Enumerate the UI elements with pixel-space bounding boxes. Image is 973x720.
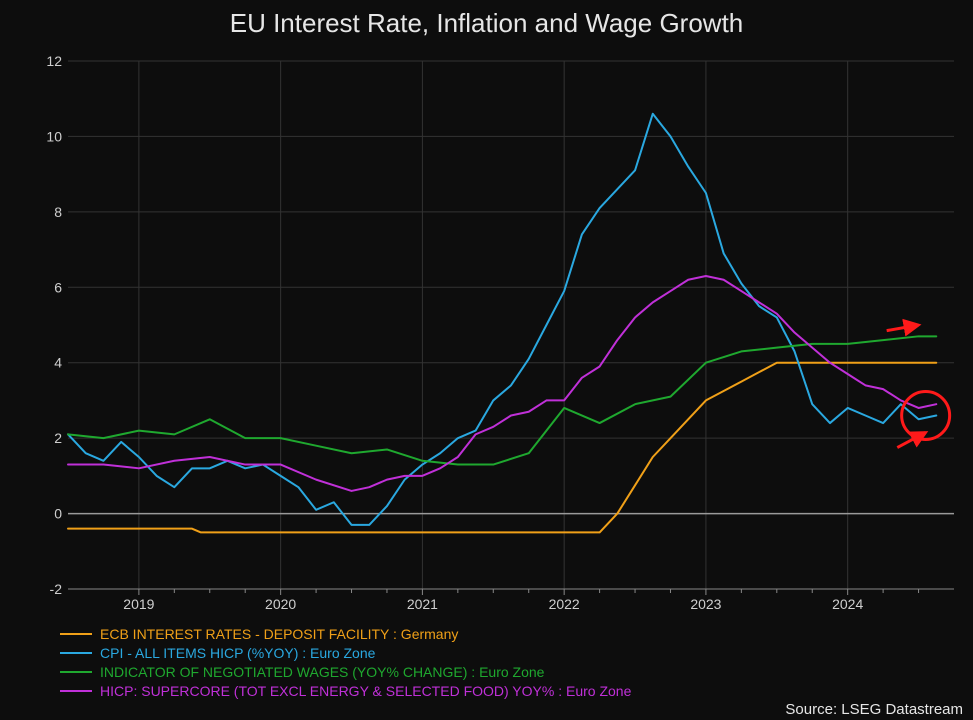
annotation-arrow-0 [887, 325, 919, 331]
svg-text:0: 0 [54, 506, 62, 522]
chart-title: EU Interest Rate, Inflation and Wage Gro… [0, 8, 973, 39]
legend-item-cpi: CPI - ALL ITEMS HICP (%YOY) : Euro Zone [60, 644, 631, 663]
legend-label: ECB INTEREST RATES - DEPOSIT FACILITY : … [100, 625, 458, 644]
series-cpi [68, 114, 936, 525]
chart-container: EU Interest Rate, Inflation and Wage Gro… [0, 0, 973, 720]
legend-swatch [60, 690, 92, 692]
svg-text:2019: 2019 [123, 596, 154, 612]
series-wages [68, 336, 936, 464]
svg-text:2023: 2023 [690, 596, 721, 612]
svg-text:-2: -2 [50, 581, 63, 597]
svg-text:2021: 2021 [407, 596, 438, 612]
svg-text:2022: 2022 [549, 596, 580, 612]
legend-item-wages: INDICATOR OF NEGOTIATED WAGES (YOY% CHAN… [60, 663, 631, 682]
legend-item-supercore: HICP: SUPERCORE (TOT EXCL ENERGY & SELEC… [60, 682, 631, 701]
svg-text:6: 6 [54, 279, 62, 295]
legend-label: HICP: SUPERCORE (TOT EXCL ENERGY & SELEC… [100, 682, 631, 701]
legend-swatch [60, 633, 92, 635]
legend-label: CPI - ALL ITEMS HICP (%YOY) : Euro Zone [100, 644, 375, 663]
plot-area: -2 0 2 4 6 8 10 12 2019 2020 2021 2022 2023 2024 [40, 55, 960, 615]
svg-text:2: 2 [54, 430, 62, 446]
legend-item-ecb: ECB INTEREST RATES - DEPOSIT FACILITY : … [60, 625, 631, 644]
annotation-circle [902, 392, 950, 440]
svg-text:12: 12 [46, 55, 62, 69]
legend-swatch [60, 671, 92, 673]
svg-text:10: 10 [46, 128, 62, 144]
svg-text:8: 8 [54, 204, 62, 220]
legend-swatch [60, 652, 92, 654]
legend-label: INDICATOR OF NEGOTIATED WAGES (YOY% CHAN… [100, 663, 544, 682]
svg-text:2020: 2020 [265, 596, 296, 612]
legend: ECB INTEREST RATES - DEPOSIT FACILITY : … [60, 625, 631, 701]
svg-text:2024: 2024 [832, 596, 863, 612]
svg-text:4: 4 [54, 355, 62, 371]
source-text: Source: LSEG Datastream [785, 701, 963, 718]
